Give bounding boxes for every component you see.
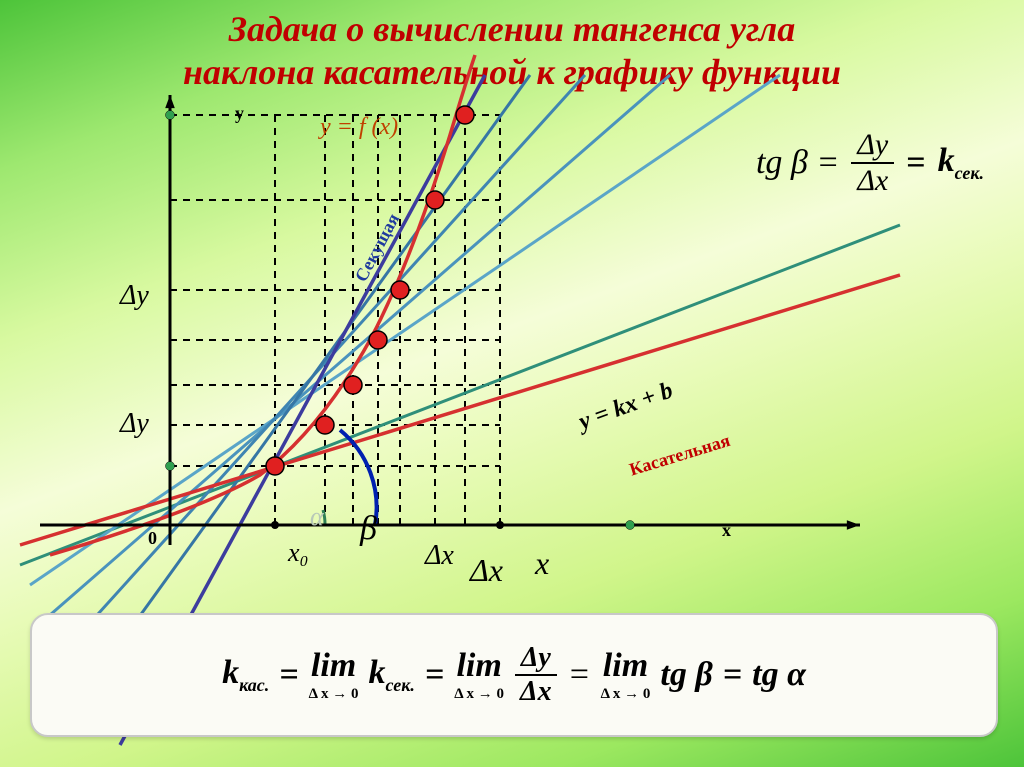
- x0-label: х₀: [288, 538, 309, 568]
- function-label: y = f (x): [320, 114, 398, 141]
- delta-y-label-1: Δу: [120, 280, 149, 312]
- delta-x-label-2: Δх: [470, 552, 503, 589]
- k-sec-k: k: [938, 142, 955, 179]
- k-sec-2: kсек.: [368, 654, 414, 696]
- bottom-formula-box: kкас. = lim Δ x → 0 kсек. = lim Δ x → 0 …: [30, 613, 998, 737]
- fraction-2: Δy Δx: [514, 644, 558, 706]
- title-line-1: Задача о вычислении тангенса угла: [229, 9, 796, 49]
- slide-title: Задача о вычислении тангенса угла наклон…: [0, 8, 1024, 94]
- formula-tg-beta: tg β = Δy Δx = kсек.: [756, 130, 984, 196]
- delta-x-label-1: Δх: [425, 540, 454, 572]
- x-label: х: [535, 545, 549, 582]
- k-sec-sub: сек.: [955, 163, 984, 183]
- beta-label: β: [360, 510, 377, 548]
- fraction-num: Δy: [851, 130, 894, 164]
- k-sec: kсек.: [938, 142, 984, 184]
- title-line-2: наклона касательной к графику функции: [183, 52, 841, 92]
- eq4: =: [723, 656, 742, 694]
- origin-label: 0: [148, 528, 157, 549]
- x-axis-label: х: [722, 520, 731, 541]
- tg-alpha: tg α: [752, 656, 806, 694]
- fraction-den: Δx: [851, 164, 894, 196]
- tg-beta-text: tg β =: [756, 144, 839, 182]
- bottom-formula: kкас. = lim Δ x → 0 kсек. = lim Δ x → 0 …: [222, 644, 806, 706]
- eq1: =: [279, 656, 298, 694]
- lim-1: lim Δ x → 0: [309, 649, 359, 702]
- fraction-dy-dx: Δy Δx: [851, 130, 894, 196]
- equals-sign: =: [906, 144, 925, 182]
- alpha-label: α: [310, 502, 324, 532]
- lim-3: lim Δ x → 0: [601, 649, 651, 702]
- eq2: =: [425, 656, 444, 694]
- y-axis-label: у: [235, 103, 244, 124]
- tg-beta-2: tg β: [660, 656, 712, 694]
- k-kas: kкас.: [222, 654, 269, 696]
- eq3: =: [568, 656, 591, 694]
- lim-2: lim Δ x → 0: [454, 649, 504, 702]
- delta-y-label-2: Δу: [120, 408, 149, 440]
